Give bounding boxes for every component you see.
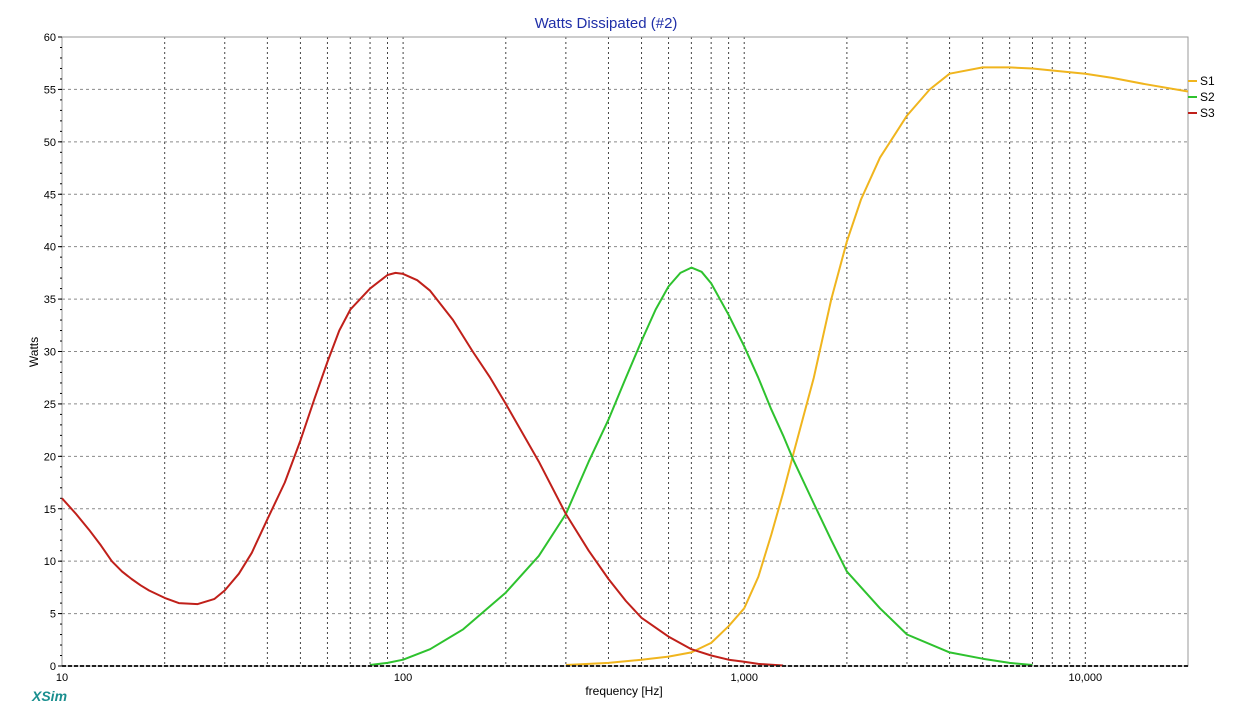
y-tick-label: 35 bbox=[44, 294, 56, 306]
x-tick-label: 1,000 bbox=[730, 672, 758, 684]
series-line-s2 bbox=[369, 266, 1033, 666]
series-lines bbox=[61, 66, 1189, 667]
y-axis: 0 5 10 15 20 25 30 35 40 45 50 55 60 bbox=[44, 32, 62, 673]
y-tick-label: 30 bbox=[44, 347, 56, 359]
y-tick-label: 25 bbox=[44, 399, 56, 411]
x-tick-label: 10,000 bbox=[1068, 672, 1102, 684]
y-tick-label: 20 bbox=[44, 451, 56, 463]
grid bbox=[62, 37, 1188, 666]
chart-title: Watts Dissipated (#2) bbox=[535, 15, 678, 32]
x-axis-label: frequency [Hz] bbox=[585, 684, 662, 698]
series-line-s1 bbox=[565, 66, 1189, 666]
legend-label: S1 bbox=[1200, 74, 1215, 88]
legend-label: S3 bbox=[1200, 106, 1215, 120]
x-tick-label: 10 bbox=[56, 672, 68, 684]
y-tick-label: 50 bbox=[44, 137, 56, 149]
legend-label: S2 bbox=[1200, 90, 1215, 104]
y-tick-label: 45 bbox=[44, 189, 56, 201]
y-tick-label: 10 bbox=[44, 556, 56, 568]
y-tick-label: 60 bbox=[44, 32, 56, 44]
y-tick-label: 5 bbox=[50, 609, 56, 621]
y-tick-label: 40 bbox=[44, 242, 56, 254]
y-tick-label: 55 bbox=[44, 84, 56, 96]
y-tick-label: 0 bbox=[50, 661, 56, 673]
x-tick-label: 100 bbox=[394, 672, 412, 684]
y-axis-label: Watts bbox=[27, 337, 41, 367]
series-line-s3 bbox=[61, 271, 784, 667]
x-axis: 10 100 1,000 10,000 bbox=[56, 672, 1102, 684]
legend: S1 S2 S3 bbox=[1188, 74, 1215, 120]
xsim-logo: XSim bbox=[32, 688, 68, 704]
y-tick-label: 15 bbox=[44, 504, 56, 516]
